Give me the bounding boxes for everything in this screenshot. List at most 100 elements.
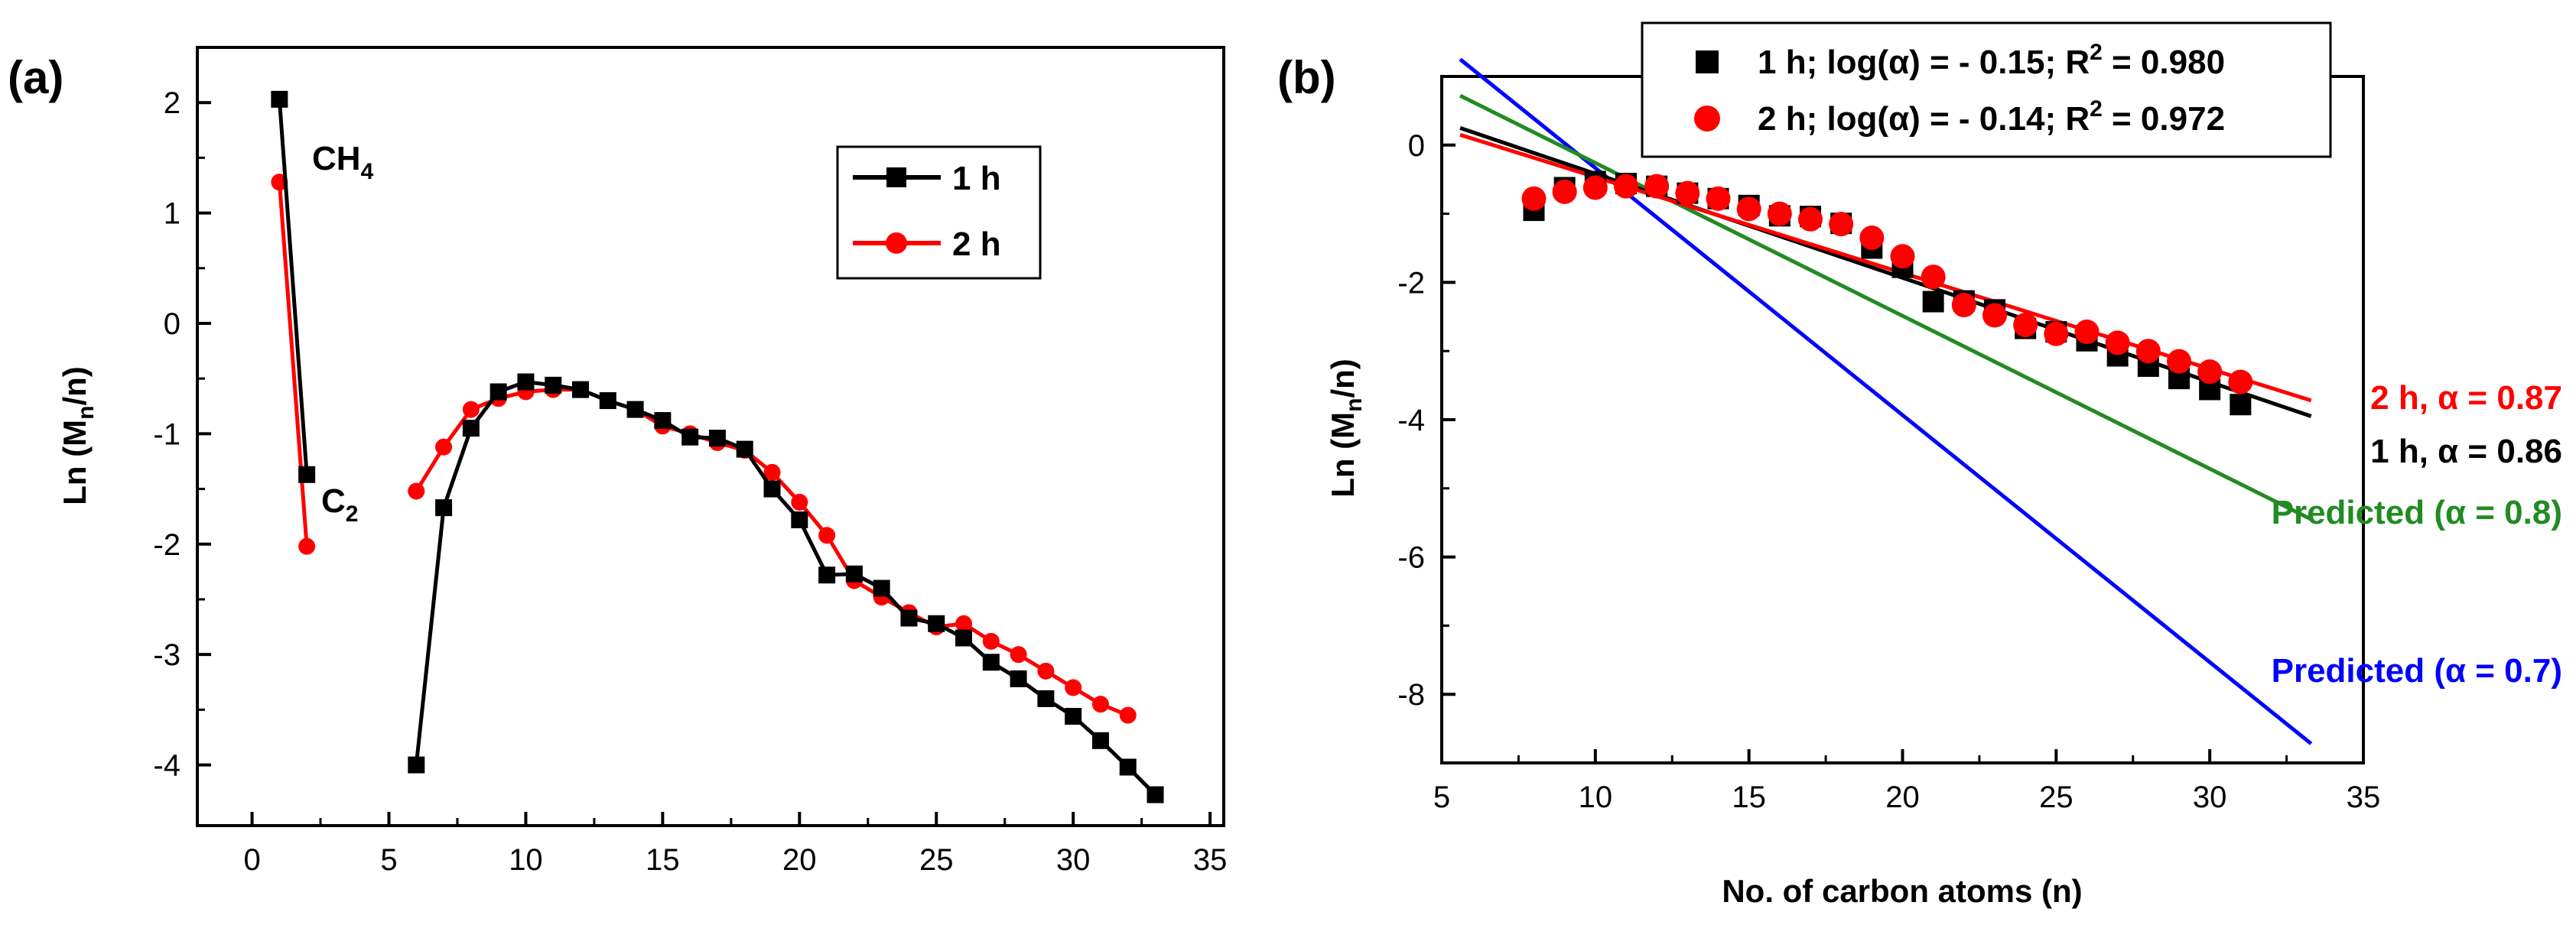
series-2h-point: [2105, 330, 2130, 355]
series-2h-point: [408, 482, 425, 500]
series-2h-point: [1675, 180, 1700, 206]
legend-a-1h-marker: [886, 167, 906, 187]
chart-b-xlabel: No. of carbon atoms (n): [1722, 873, 2082, 909]
series-1h-point: [681, 428, 699, 446]
series-1h-point: [1922, 290, 1944, 313]
series-2h-point: [2167, 349, 2191, 374]
chart-a-ytick-label: -2: [153, 528, 181, 562]
legend-a-box: [836, 145, 1042, 280]
series-1h-point: [845, 565, 863, 583]
series-1h-point: [982, 654, 1000, 671]
series-1h-point: [818, 566, 836, 584]
series-2h-line: [277, 181, 309, 547]
chart-a-ytick-label: 1: [164, 197, 181, 231]
series-1h-point: [408, 756, 425, 774]
series-2h-line: [415, 388, 1129, 717]
chart-a-ytick-label: -4: [153, 749, 181, 783]
series-2h-point: [1614, 174, 1638, 199]
chart-b-ylabel: Ln (Mn/n): [1325, 359, 1367, 498]
series-2h-point: [1010, 646, 1027, 664]
series-2h-point: [1736, 196, 1761, 222]
series-2h-point: [2197, 359, 2223, 385]
series-1h-point: [736, 440, 753, 458]
panel-a-label: (a): [8, 52, 63, 103]
series-2h-point: [435, 438, 453, 456]
series-2h-point: [791, 493, 808, 511]
chart-a-frame: [196, 46, 1225, 827]
series-1h-point: [572, 381, 590, 398]
legend-a-2h-label: 2 h: [952, 226, 1001, 263]
series-1h-point: [708, 430, 726, 447]
chart-a-xtick-label: 0: [243, 843, 260, 877]
chart-b-ytick-label: -4: [1397, 404, 1425, 437]
chart-a-xtick-label: 30: [1056, 843, 1091, 877]
chart-b-ytick-label: -2: [1397, 266, 1425, 300]
series-1h-point: [626, 401, 644, 418]
series-1h-point: [462, 420, 480, 437]
chart-b-ytick-label: -6: [1397, 541, 1425, 575]
series-2h-point: [1767, 201, 1792, 226]
series-2h-point: [1037, 662, 1055, 680]
series-1h-line: [414, 379, 1157, 797]
series-2h-point: [1982, 303, 2007, 328]
chart-a-ytick-label: 2: [164, 86, 181, 120]
series-2h-point: [1119, 706, 1137, 724]
fit-line-predicted-08: [1459, 93, 2312, 521]
series-2h-point: [818, 527, 836, 544]
series-1h-point: [1147, 786, 1164, 803]
series-2h-point: [1706, 186, 1731, 211]
chart-a-ytick-label: -1: [153, 417, 181, 451]
chart-a-xtick-label: 5: [380, 843, 397, 877]
series-1h-point: [517, 373, 535, 391]
series-1h-point: [1010, 670, 1027, 687]
series-2h-point: [2135, 339, 2161, 364]
chart-b-xtick-label: 30: [2193, 781, 2227, 814]
series-1h-point: [791, 511, 808, 529]
chart-b-legend: 1 h; log(α) = - 0.15; R2 = 0.980 2 h; lo…: [1641, 21, 2332, 158]
series-2h-point: [1951, 293, 1976, 318]
ch4-annotation: CH4: [312, 140, 374, 184]
series-2h-point: [1582, 175, 1608, 200]
chart-b-xtick-label: 20: [1885, 781, 1920, 814]
series-1h-point: [545, 376, 562, 394]
series-2h-point: [1890, 244, 1915, 269]
chart-a-ytick-label: -3: [153, 638, 181, 672]
series-2h-point: [955, 615, 973, 632]
series-1h-point: [271, 90, 288, 108]
c2-annotation: C2: [321, 482, 358, 527]
fit-line-predicted-07: [1459, 57, 2313, 745]
legend-b-1h-label: 1 h; log(α) = - 0.15; R2 = 0.980: [1758, 40, 2225, 81]
series-1h-point: [435, 499, 453, 517]
legend-a-1h-label: 1 h: [952, 160, 1001, 197]
series-2h-point: [1552, 179, 1577, 204]
chart-b-frame: [1440, 75, 2365, 764]
series-2h-point: [1829, 212, 1854, 237]
series-1h-point: [2230, 394, 2252, 416]
series-1h-point: [763, 480, 781, 498]
series-2h-point: [1798, 206, 1823, 232]
series-2h-point: [1065, 679, 1082, 696]
series-2h-point: [2013, 313, 2038, 338]
chart-b-ytick-label: -8: [1397, 678, 1425, 712]
chart-a-xtick-label: 15: [646, 843, 680, 877]
series-2h-point: [1521, 186, 1547, 211]
chart-b-xtick-label: 15: [1732, 781, 1766, 814]
chart-a-xtick-label: 20: [782, 843, 817, 877]
chart-a-legend: 1 h 2 h: [836, 145, 1042, 280]
series-1h-point: [1119, 758, 1137, 776]
series-1h-point: [490, 383, 507, 401]
fit-label-predicted-08: Predicted (α = 0.8): [2272, 494, 2562, 531]
series-1h-line: [277, 99, 309, 475]
panel-b-label: (b): [1277, 52, 1336, 103]
series-1h-point: [298, 466, 316, 483]
series-1h-point: [599, 392, 616, 410]
chart-a-ytick-label: 0: [164, 307, 181, 341]
fit-label-2h: 2 h, α = 0.87: [2370, 379, 2562, 417]
series-2h-point: [1921, 265, 1946, 290]
chart-a-xtick-label: 25: [919, 843, 954, 877]
series-2h-point: [2074, 320, 2100, 345]
series-1h-point: [928, 615, 945, 632]
series-1h-point: [1037, 690, 1055, 707]
chart-b-ytick-label: 0: [1408, 129, 1425, 163]
legend-a-2h-marker: [886, 232, 907, 254]
